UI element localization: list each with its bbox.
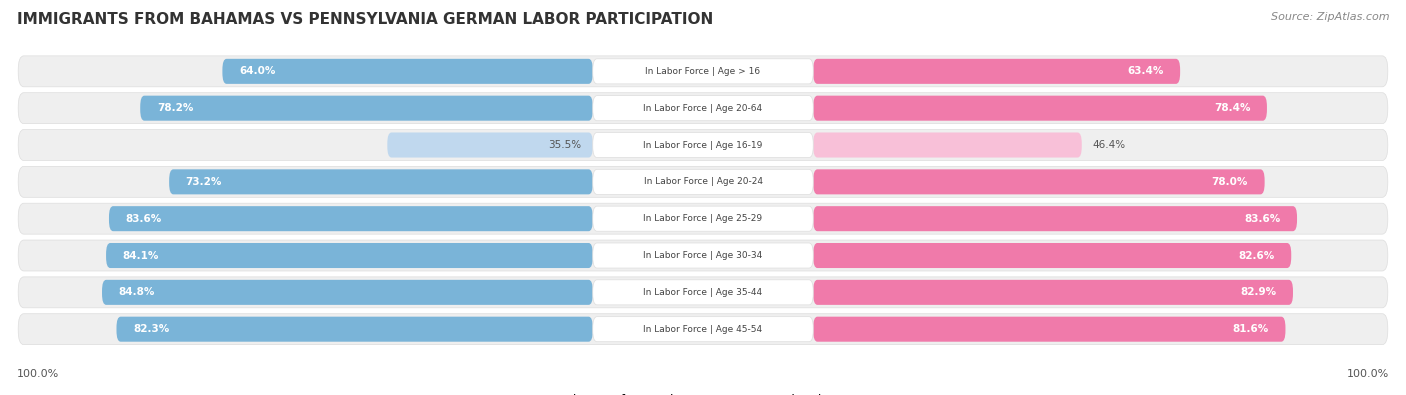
Text: In Labor Force | Age 20-64: In Labor Force | Age 20-64 [644,103,762,113]
FancyBboxPatch shape [117,317,593,342]
FancyBboxPatch shape [813,132,1081,158]
Text: 84.1%: 84.1% [122,250,159,261]
FancyBboxPatch shape [18,166,1388,198]
Text: 84.8%: 84.8% [118,287,155,297]
Text: In Labor Force | Age 45-54: In Labor Force | Age 45-54 [644,325,762,334]
FancyBboxPatch shape [593,206,813,231]
Text: In Labor Force | Age 16-19: In Labor Force | Age 16-19 [644,141,762,150]
FancyBboxPatch shape [141,96,593,121]
FancyBboxPatch shape [18,277,1388,308]
Text: 78.0%: 78.0% [1212,177,1249,187]
FancyBboxPatch shape [105,243,593,268]
FancyBboxPatch shape [593,317,813,342]
FancyBboxPatch shape [18,240,1388,271]
FancyBboxPatch shape [593,96,813,121]
FancyBboxPatch shape [813,96,1267,121]
FancyBboxPatch shape [169,169,593,194]
FancyBboxPatch shape [593,243,813,268]
Text: 100.0%: 100.0% [17,369,59,379]
FancyBboxPatch shape [813,243,1291,268]
Text: Source: ZipAtlas.com: Source: ZipAtlas.com [1271,12,1389,22]
FancyBboxPatch shape [18,203,1388,234]
Text: 35.5%: 35.5% [548,140,582,150]
Text: 63.4%: 63.4% [1128,66,1164,76]
FancyBboxPatch shape [593,280,813,305]
Text: IMMIGRANTS FROM BAHAMAS VS PENNSYLVANIA GERMAN LABOR PARTICIPATION: IMMIGRANTS FROM BAHAMAS VS PENNSYLVANIA … [17,12,713,27]
FancyBboxPatch shape [110,206,593,231]
Text: 64.0%: 64.0% [239,66,276,76]
Text: 83.6%: 83.6% [1244,214,1281,224]
Text: 46.4%: 46.4% [1092,140,1126,150]
Text: In Labor Force | Age 25-29: In Labor Force | Age 25-29 [644,214,762,223]
Text: 82.3%: 82.3% [134,324,169,334]
Text: In Labor Force | Age 20-24: In Labor Force | Age 20-24 [644,177,762,186]
Text: 82.6%: 82.6% [1239,250,1275,261]
FancyBboxPatch shape [103,280,593,305]
Text: 78.4%: 78.4% [1213,103,1250,113]
Legend: Immigrants from Bahamas, Pennsylvania German: Immigrants from Bahamas, Pennsylvania Ge… [523,394,883,395]
FancyBboxPatch shape [18,314,1388,345]
FancyBboxPatch shape [222,59,593,84]
FancyBboxPatch shape [813,317,1285,342]
Text: 82.9%: 82.9% [1240,287,1277,297]
Text: In Labor Force | Age 35-44: In Labor Force | Age 35-44 [644,288,762,297]
Text: 83.6%: 83.6% [125,214,162,224]
FancyBboxPatch shape [18,130,1388,160]
FancyBboxPatch shape [813,59,1180,84]
FancyBboxPatch shape [813,206,1296,231]
FancyBboxPatch shape [18,56,1388,87]
Text: In Labor Force | Age > 16: In Labor Force | Age > 16 [645,67,761,76]
FancyBboxPatch shape [593,132,813,158]
FancyBboxPatch shape [813,280,1294,305]
Text: 100.0%: 100.0% [1347,369,1389,379]
Text: 81.6%: 81.6% [1233,324,1270,334]
FancyBboxPatch shape [593,169,813,194]
FancyBboxPatch shape [593,59,813,84]
Text: 78.2%: 78.2% [156,103,193,113]
Text: In Labor Force | Age 30-34: In Labor Force | Age 30-34 [644,251,762,260]
FancyBboxPatch shape [813,169,1264,194]
FancyBboxPatch shape [387,132,593,158]
FancyBboxPatch shape [18,93,1388,124]
Text: 73.2%: 73.2% [186,177,222,187]
